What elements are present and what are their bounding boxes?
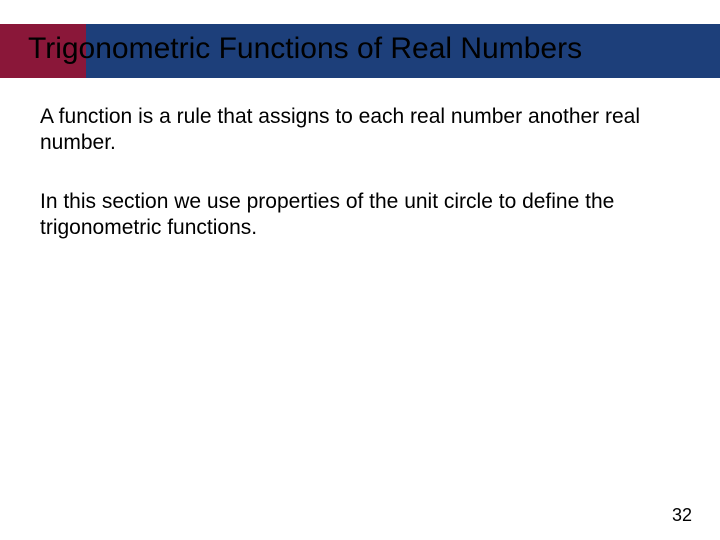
body-area: A function is a rule that assigns to eac… [40, 104, 666, 273]
paragraph: A function is a rule that assigns to eac… [40, 104, 666, 157]
page-number: 32 [672, 505, 692, 526]
paragraph: In this section we use properties of the… [40, 189, 666, 242]
title-bar: Trigonometric Functions of Real Numbers [0, 24, 720, 78]
slide: Trigonometric Functions of Real Numbers … [0, 0, 720, 540]
slide-title: Trigonometric Functions of Real Numbers [28, 32, 582, 66]
